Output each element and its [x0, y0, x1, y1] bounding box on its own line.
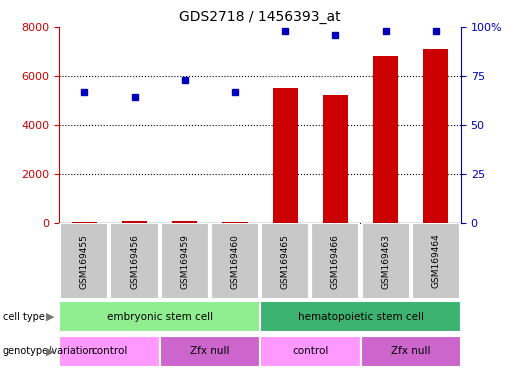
Bar	[161, 223, 209, 299]
Text: ▶: ▶	[45, 346, 54, 356]
Bar	[60, 223, 109, 299]
Bar	[260, 336, 360, 367]
Bar	[423, 49, 449, 223]
Bar	[323, 95, 348, 223]
Bar	[59, 301, 260, 333]
Bar	[272, 88, 298, 223]
Bar	[261, 223, 310, 299]
Text: ▶: ▶	[45, 312, 54, 322]
Text: Zfx null: Zfx null	[190, 346, 230, 356]
Text: GSM169456: GSM169456	[130, 234, 139, 288]
Bar	[362, 223, 410, 299]
Text: hematopoietic stem cell: hematopoietic stem cell	[298, 312, 423, 322]
Bar	[373, 56, 398, 223]
Text: control: control	[91, 346, 128, 356]
Bar	[172, 221, 197, 223]
Text: genotype/variation: genotype/variation	[3, 346, 95, 356]
Bar	[110, 223, 159, 299]
Bar	[160, 336, 260, 367]
Title: GDS2718 / 1456393_at: GDS2718 / 1456393_at	[179, 10, 341, 25]
Text: cell type: cell type	[3, 312, 44, 322]
Bar	[59, 336, 160, 367]
Bar	[260, 301, 461, 333]
Text: Zfx null: Zfx null	[391, 346, 431, 356]
Text: GSM169466: GSM169466	[331, 234, 340, 288]
Bar	[222, 222, 248, 223]
Text: GSM169460: GSM169460	[231, 234, 239, 288]
Bar	[211, 223, 259, 299]
Bar	[122, 222, 147, 223]
Text: GSM169463: GSM169463	[381, 234, 390, 288]
Text: embryonic stem cell: embryonic stem cell	[107, 312, 213, 322]
Text: GSM169455: GSM169455	[80, 234, 89, 288]
Bar	[72, 222, 97, 223]
Bar	[311, 223, 359, 299]
Bar	[360, 336, 461, 367]
Text: GSM169464: GSM169464	[432, 234, 440, 288]
Text: GSM169465: GSM169465	[281, 234, 289, 288]
Text: control: control	[292, 346, 329, 356]
Text: GSM169459: GSM169459	[180, 234, 189, 288]
Bar	[411, 223, 460, 299]
